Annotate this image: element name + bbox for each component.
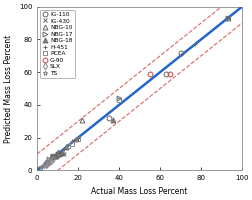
Y-axis label: Predicted Mass Loss Percent: Predicted Mass Loss Percent	[4, 34, 13, 143]
X-axis label: Actual Mass Loss Percent: Actual Mass Loss Percent	[91, 187, 187, 196]
Legend: IG-110, IG-430, NBG-10, NBG-17, NBG-18, H-451, PCEA, G-90, SLX, TS: IG-110, IG-430, NBG-10, NBG-17, NBG-18, …	[40, 10, 74, 78]
